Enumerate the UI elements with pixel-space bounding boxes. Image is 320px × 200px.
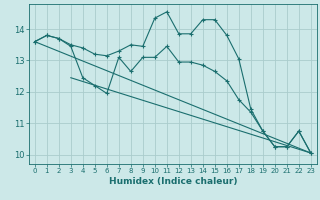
X-axis label: Humidex (Indice chaleur): Humidex (Indice chaleur) xyxy=(108,177,237,186)
